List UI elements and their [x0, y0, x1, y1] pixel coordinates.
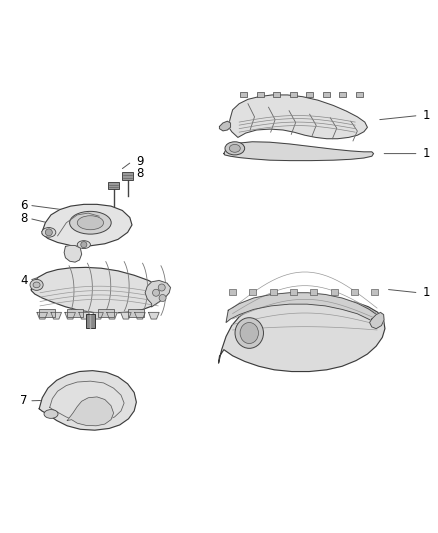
Text: 1: 1 — [422, 147, 430, 160]
Polygon shape — [51, 312, 61, 319]
Ellipse shape — [240, 322, 258, 344]
Polygon shape — [37, 312, 47, 319]
Bar — [128, 309, 144, 317]
FancyBboxPatch shape — [122, 172, 133, 180]
Bar — [289, 92, 296, 96]
Bar — [306, 92, 313, 96]
Bar — [256, 92, 263, 96]
Circle shape — [159, 295, 166, 302]
Bar — [98, 309, 113, 317]
Polygon shape — [120, 312, 131, 319]
Ellipse shape — [77, 241, 90, 248]
Text: 7: 7 — [20, 394, 28, 407]
Polygon shape — [148, 312, 159, 319]
Polygon shape — [39, 370, 136, 430]
Text: 8: 8 — [20, 212, 28, 225]
Polygon shape — [223, 142, 373, 160]
Polygon shape — [226, 293, 381, 324]
Circle shape — [45, 229, 52, 236]
Text: 4: 4 — [20, 274, 28, 287]
Polygon shape — [218, 298, 384, 372]
Bar — [249, 289, 256, 295]
Bar — [330, 289, 337, 295]
FancyBboxPatch shape — [108, 182, 119, 189]
Bar — [339, 92, 346, 96]
Polygon shape — [79, 312, 89, 319]
Bar — [240, 92, 247, 96]
Ellipse shape — [234, 318, 263, 349]
Bar — [229, 289, 236, 295]
Polygon shape — [65, 312, 75, 319]
Text: 9: 9 — [136, 155, 144, 168]
Ellipse shape — [77, 216, 103, 230]
Bar — [269, 289, 276, 295]
Ellipse shape — [42, 228, 56, 237]
Ellipse shape — [229, 144, 240, 152]
Circle shape — [152, 289, 159, 296]
Text: 1: 1 — [422, 286, 430, 299]
Bar — [310, 289, 317, 295]
Polygon shape — [369, 312, 383, 329]
Text: 6: 6 — [20, 199, 28, 212]
Polygon shape — [228, 95, 367, 139]
Polygon shape — [106, 312, 117, 319]
Ellipse shape — [224, 142, 244, 155]
Circle shape — [81, 241, 87, 248]
Polygon shape — [145, 280, 170, 307]
Polygon shape — [67, 397, 113, 426]
Polygon shape — [64, 246, 81, 262]
Bar — [290, 289, 297, 295]
Polygon shape — [219, 121, 230, 131]
Bar — [355, 92, 362, 96]
Ellipse shape — [70, 212, 111, 234]
Bar — [67, 309, 83, 317]
Bar — [272, 92, 279, 96]
Bar — [322, 92, 329, 96]
Ellipse shape — [44, 409, 58, 418]
Bar — [350, 289, 357, 295]
Polygon shape — [42, 204, 132, 246]
Bar — [39, 309, 54, 317]
Polygon shape — [134, 312, 145, 319]
Bar — [371, 289, 378, 295]
Polygon shape — [92, 312, 103, 319]
Polygon shape — [31, 268, 164, 313]
Circle shape — [158, 284, 165, 291]
Text: 1: 1 — [422, 109, 430, 122]
FancyBboxPatch shape — [85, 314, 95, 328]
Text: 8: 8 — [136, 167, 143, 180]
Ellipse shape — [30, 279, 43, 290]
Ellipse shape — [33, 282, 40, 288]
